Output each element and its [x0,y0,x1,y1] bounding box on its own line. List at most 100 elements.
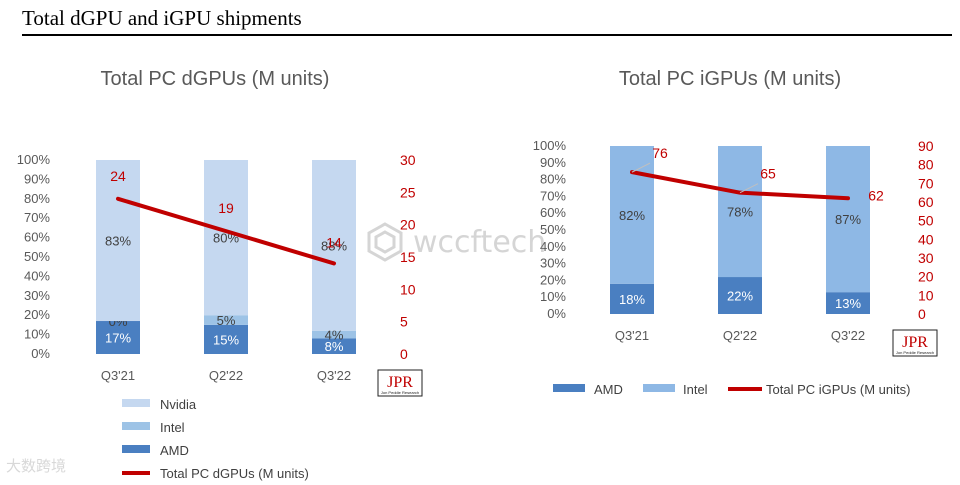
watermark-hex-icon [367,222,403,262]
y2-tick-label: 70 [918,175,934,191]
legend-label: Total PC iGPUs (M units) [766,382,910,397]
y-tick-label: 50% [540,222,566,237]
legend-swatch [122,399,150,407]
legend-label: AMD [594,382,623,397]
bar-data-label: 18% [619,292,645,307]
y2-tick-label: 15 [400,249,416,265]
series-line [116,196,336,266]
y-tick-label: 80% [540,172,566,187]
y-tick-label: 50% [24,249,50,264]
bar-segment-intel [204,315,248,325]
jpr-logo-frame [377,369,423,397]
y-tick-label: 30% [24,288,50,303]
watermark-logo: wccftech [367,222,546,262]
y-tick-label: 70% [24,210,50,225]
x-tick-label: Q3'21 [101,368,135,383]
y-tick-label: 40% [24,268,50,283]
bar-data-label: 83% [105,234,131,249]
bar-segment-amd [718,277,762,314]
bar-segment-amd [826,292,870,314]
y-tick-label: 20% [540,272,566,287]
bar-segment-amd [610,283,654,314]
bar-segment-nvidia [96,160,140,322]
data-label-leader [631,162,651,173]
bar-segment-intel [610,146,654,284]
chart-title: Total PC iGPUs (M units) [619,68,841,90]
y2-tick-label: 20 [400,217,416,233]
y-tick-label: 100% [17,152,51,167]
y-tick-label: 20% [24,307,50,322]
y-tick-label: 100% [533,138,567,153]
legend-label: Nvidia [160,397,197,412]
line-data-label: 24 [110,168,126,184]
y-tick-label: 90% [24,171,50,186]
line-data-label: 76 [652,145,668,161]
legend-label: Intel [160,420,185,435]
bar-data-label: 82% [619,208,645,223]
y-tick-label: 90% [540,155,566,170]
bar-data-label: 22% [727,289,753,304]
bar-segment-amd [312,338,356,354]
y-tick-label: 70% [540,188,566,203]
bar-data-label: 13% [835,296,861,311]
y2-tick-label: 60 [918,194,934,210]
legend-swatch [122,445,150,453]
x-tick-label: Q2'22 [209,368,243,383]
y2-tick-label: 30 [918,250,934,266]
y2-tick-label: 0 [400,346,408,362]
y-tick-label: 40% [540,239,566,254]
y-tick-label: 60% [540,205,566,220]
jpr-logo-subtext: Jon Peddie Research [896,350,934,355]
y2-tick-label: 25 [400,184,416,200]
bottom-watermark: 大数跨境 [6,457,67,475]
title-divider [22,34,952,36]
legend-swatch [643,384,675,392]
jpr-logo: JPR [387,374,413,391]
chart-title: Total PC dGPUs (M units) [101,68,330,90]
bar-data-label: 4% [325,328,344,343]
bar-data-label: 15% [213,332,239,347]
y2-tick-label: 40 [918,231,934,247]
bar-data-label: 17% [105,331,131,346]
y2-tick-label: 90 [918,138,934,154]
x-tick-label: Q2'22 [723,328,757,343]
y-tick-label: 10% [540,289,566,304]
data-label-leader [739,183,759,194]
y2-tick-label: 0 [918,306,926,322]
y-tick-label: 30% [540,256,566,271]
y2-tick-label: 30 [400,152,416,168]
bar-data-label: 5% [217,313,236,328]
bar-segment-amd [204,324,248,354]
line-data-label: 65 [760,166,776,182]
jpr-logo: JPR [902,334,928,351]
line-data-label: 19 [218,200,234,216]
y-tick-label: 0% [31,346,50,361]
jpr-logo-frame [892,329,938,357]
line-data-label: 62 [868,187,884,203]
bar-segment-intel [718,146,762,278]
y2-tick-label: 20 [918,269,934,285]
page-title: Total dGPU and iGPU shipments [22,6,302,30]
bar-segment-nvidia [312,160,356,331]
y-tick-label: 80% [24,191,50,206]
legend-swatch [122,422,150,430]
y2-tick-label: 50 [918,213,934,229]
x-tick-label: Q3'21 [615,328,649,343]
legend-label: Intel [683,382,708,397]
y2-tick-label: 5 [400,314,408,330]
y-tick-label: 60% [24,230,50,245]
legend-label: AMD [160,443,189,458]
y2-tick-label: 10 [918,287,934,303]
y-tick-label: 0% [547,306,566,321]
legend-label: Total PC dGPUs (M units) [160,466,309,481]
x-tick-label: Q3'22 [831,328,865,343]
bar-data-label: 88% [321,238,347,253]
legend-swatch [553,384,585,392]
y2-tick-label: 10 [400,281,416,297]
bar-segment-intel [826,146,870,293]
watermark-text: wccftech [413,225,546,260]
bar-segment-intel [312,330,356,339]
y2-tick-label: 80 [918,157,934,173]
bar-data-label: 8% [325,339,344,354]
